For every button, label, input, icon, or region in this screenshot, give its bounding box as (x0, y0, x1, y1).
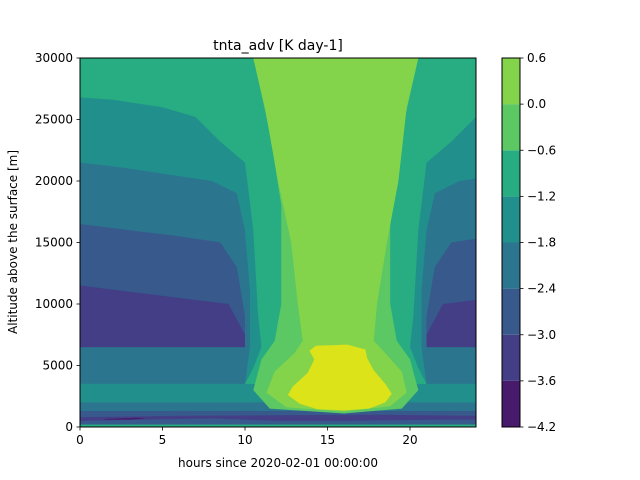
colorbar-tick-label: −2.4 (527, 282, 556, 296)
y-tick-label: 10000 (35, 297, 73, 311)
colorbar-swatch (502, 58, 520, 105)
colorbar-swatch (502, 104, 520, 151)
contour-fill-minimum (104, 417, 146, 420)
colorbar-tick-label: −3.0 (527, 328, 556, 342)
contour-fill-deep-band-left (80, 285, 245, 348)
x-tick-label: 5 (159, 433, 167, 447)
y-axis-label: Altitude above the surface [m] (6, 150, 20, 334)
contour-plot-area (80, 58, 476, 427)
contour-fill-surface-4 (80, 414, 476, 421)
colorbar-swatch (502, 334, 520, 381)
colorbar-swatch (502, 380, 520, 427)
contour-fill-column (253, 58, 419, 412)
colorbar-tick-label: −1.2 (527, 189, 556, 203)
y-tick-label: 15000 (35, 236, 73, 250)
colorbar-swatch (502, 242, 520, 289)
chart-title: tnta_adv [K day-1] (213, 38, 343, 54)
colorbar-frame (501, 57, 521, 428)
colorbar-tick-label: −4.2 (527, 420, 556, 434)
colorbar: −4.2 −3.6 −3.0 −2.4 −1.8 −1.2 −0.6 0.0 0.6 (502, 51, 556, 434)
x-axis-label: hours since 2020-02-01 00:00:00 (178, 456, 378, 470)
colorbar-tick-label: 0.0 (527, 97, 546, 111)
colorbar-tick-label: −0.6 (527, 143, 556, 157)
colorbar-swatch (502, 288, 520, 335)
colorbar-tick-label: 0.6 (527, 51, 546, 65)
y-tick-label: 30000 (35, 51, 73, 65)
x-tick-label: 10 (237, 433, 252, 447)
x-tick-label: 0 (76, 433, 84, 447)
y-tick-label: 5000 (42, 359, 73, 373)
colorbar-swatch (502, 196, 520, 243)
colorbar-swatch (502, 150, 520, 197)
x-axis: 0 5 10 15 20 (76, 427, 418, 447)
y-tick-label: 20000 (35, 174, 73, 188)
x-tick-label: 20 (402, 433, 417, 447)
y-tick-label: 25000 (35, 113, 73, 127)
contour-fill-deep-band-right (426, 299, 476, 348)
y-tick-label: 0 (65, 420, 73, 434)
x-tick-label: 15 (320, 433, 335, 447)
colorbar-tick-label: −1.8 (527, 236, 556, 250)
colorbar-tick-label: −3.6 (527, 374, 556, 388)
contour-fill-core (287, 344, 392, 411)
y-axis: 0 5000 10000 15000 20000 25000 30000 (35, 51, 80, 434)
